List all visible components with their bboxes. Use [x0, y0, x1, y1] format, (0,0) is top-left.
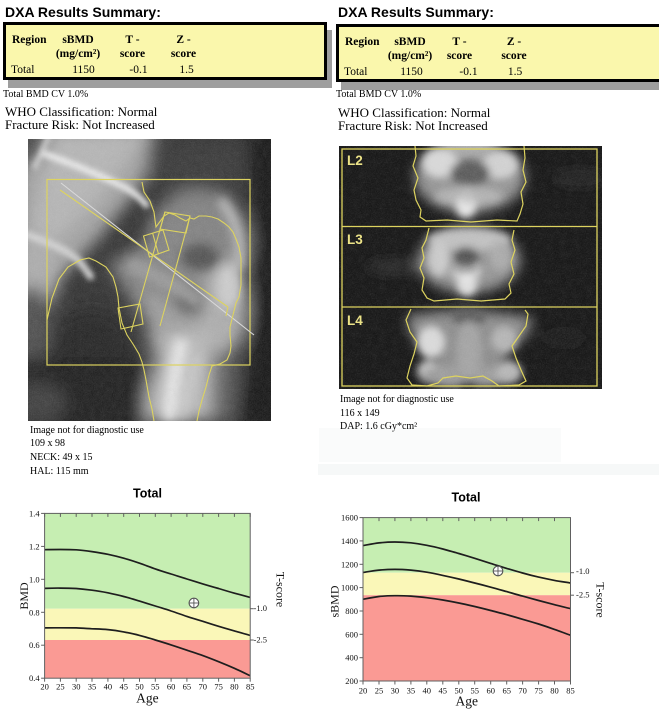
- svg-text:80: 80: [550, 686, 559, 696]
- svg-text:1600: 1600: [341, 513, 358, 523]
- svg-text:800: 800: [345, 606, 358, 616]
- svg-text:55: 55: [470, 686, 479, 696]
- svg-text:Total: Total: [133, 487, 162, 501]
- svg-text:75: 75: [534, 686, 543, 696]
- svg-text:30: 30: [72, 682, 81, 692]
- svg-text:Age: Age: [456, 694, 479, 709]
- svg-text:55: 55: [151, 682, 160, 692]
- svg-text:45: 45: [439, 686, 448, 696]
- svg-text:Total: Total: [452, 491, 481, 505]
- svg-text:1000: 1000: [341, 583, 358, 593]
- svg-text:30: 30: [391, 686, 400, 696]
- svg-text:L4: L4: [347, 313, 363, 328]
- svg-text:1200: 1200: [341, 559, 358, 569]
- svg-text:85: 85: [246, 682, 255, 692]
- svg-text:-2.5: -2.5: [254, 635, 267, 645]
- svg-text:20: 20: [359, 686, 368, 696]
- svg-text:50: 50: [135, 682, 144, 692]
- svg-text:65: 65: [183, 682, 192, 692]
- svg-text:35: 35: [88, 682, 97, 692]
- svg-text:1400: 1400: [341, 536, 358, 546]
- svg-text:25: 25: [56, 682, 65, 692]
- svg-text:20: 20: [40, 682, 49, 692]
- svg-text:Age: Age: [136, 691, 159, 706]
- svg-text:60: 60: [486, 686, 495, 696]
- svg-text:sBMD: sBMD: [330, 585, 342, 617]
- svg-text:T-score: T-score: [594, 582, 608, 618]
- svg-text:65: 65: [502, 686, 511, 696]
- svg-text:40: 40: [423, 686, 432, 696]
- svg-text:40: 40: [104, 682, 113, 692]
- svg-text:70: 70: [518, 686, 527, 696]
- svg-text:-2.5: -2.5: [576, 590, 589, 600]
- svg-text:1.2: 1.2: [29, 541, 40, 551]
- svg-text:BMD: BMD: [20, 582, 31, 610]
- svg-text:600: 600: [345, 629, 358, 639]
- svg-text:45: 45: [119, 682, 128, 692]
- svg-text:70: 70: [199, 682, 208, 692]
- svg-text:-1.0: -1.0: [254, 603, 267, 613]
- svg-text:75: 75: [214, 682, 223, 692]
- svg-text:T-score: T-score: [274, 572, 288, 608]
- svg-text:1.0: 1.0: [29, 574, 40, 584]
- svg-text:-1.0: -1.0: [576, 566, 589, 576]
- svg-text:80: 80: [230, 682, 239, 692]
- svg-text:85: 85: [566, 686, 575, 696]
- svg-text:60: 60: [167, 682, 176, 692]
- svg-text:0.6: 0.6: [29, 640, 40, 650]
- svg-text:L3: L3: [347, 232, 363, 247]
- svg-text:200: 200: [345, 676, 358, 686]
- svg-text:50: 50: [455, 686, 464, 696]
- svg-text:1.4: 1.4: [29, 508, 40, 518]
- svg-text:25: 25: [375, 686, 384, 696]
- svg-text:35: 35: [407, 686, 416, 696]
- svg-text:400: 400: [345, 653, 358, 663]
- svg-text:L2: L2: [347, 153, 363, 168]
- svg-text:0.8: 0.8: [29, 607, 40, 617]
- svg-text:0.4: 0.4: [29, 673, 40, 683]
